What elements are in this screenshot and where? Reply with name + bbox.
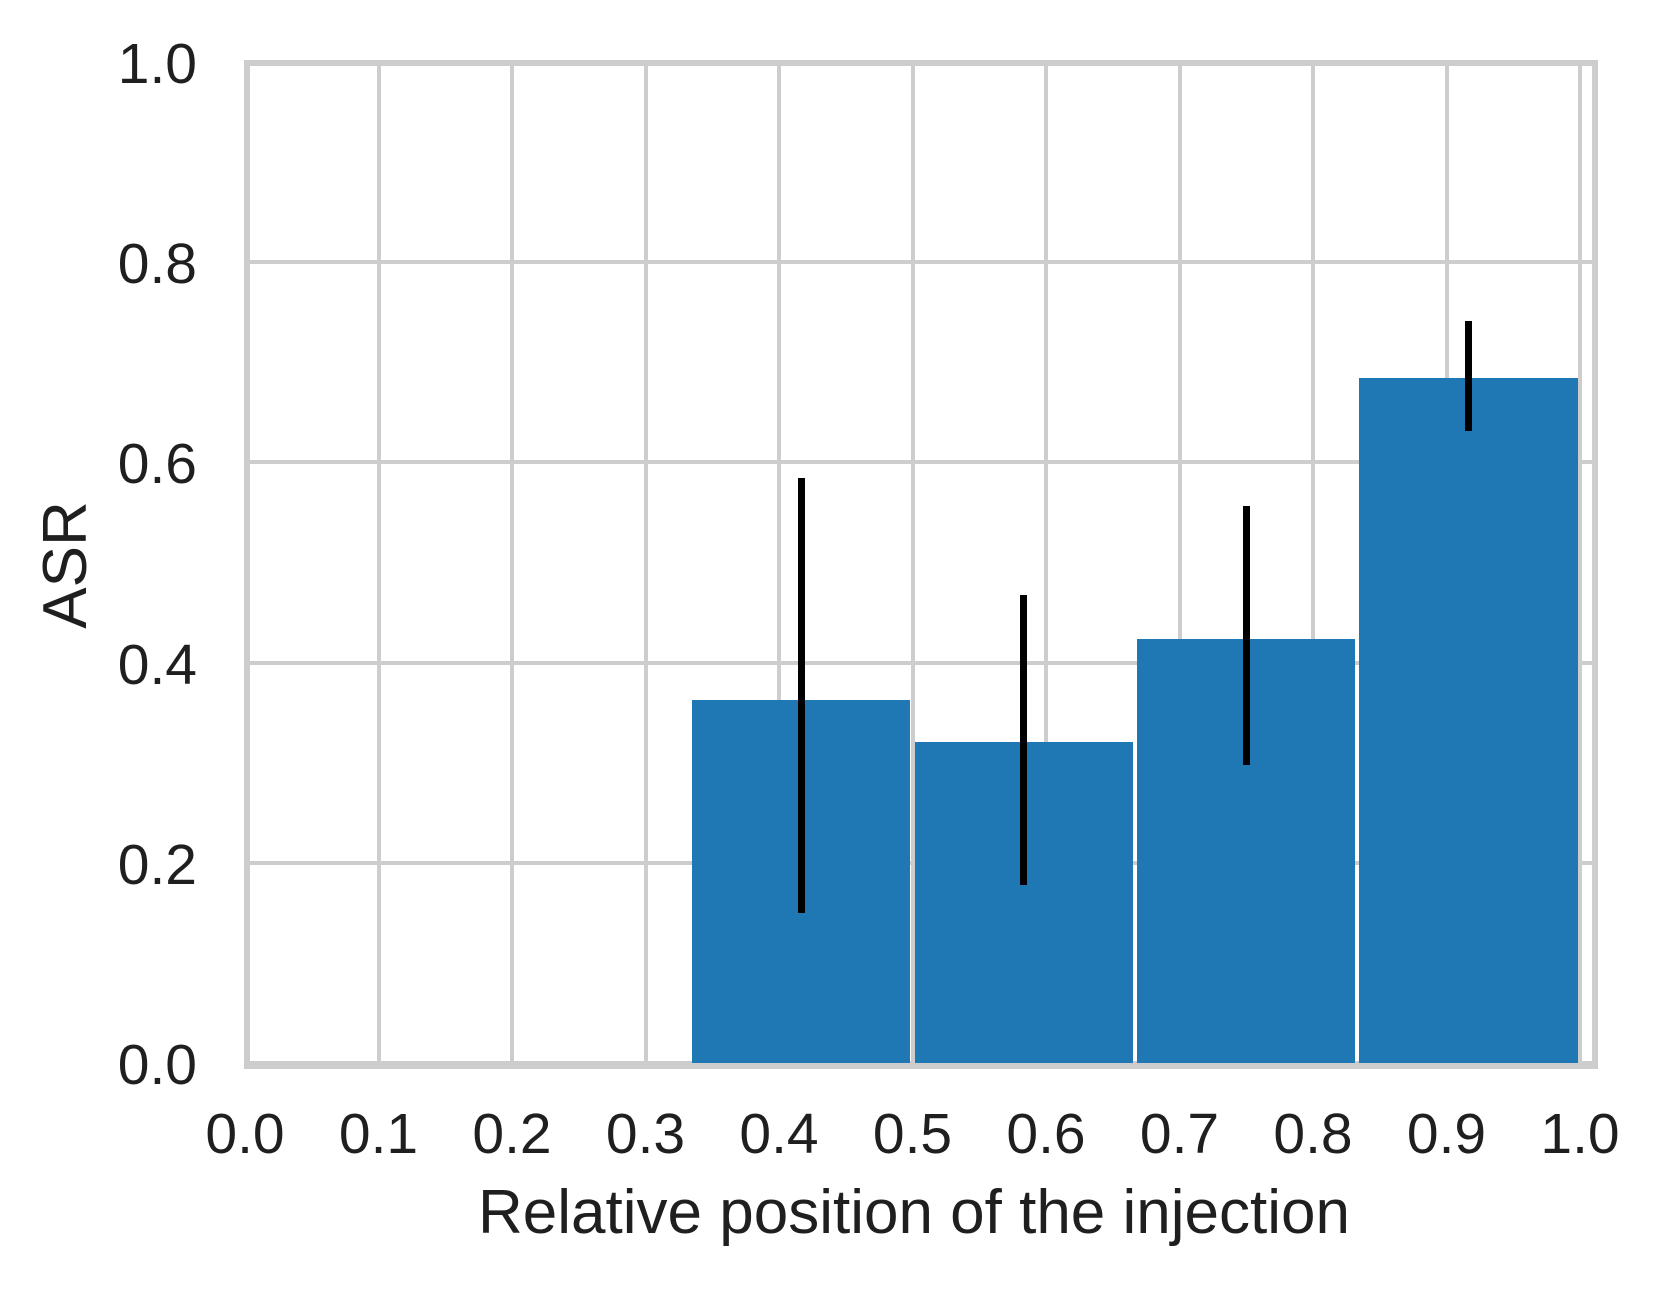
error-bar (1242, 506, 1250, 765)
x-gridline (777, 66, 781, 1063)
x-tick-label: 0.2 (472, 1102, 552, 1166)
x-tick-label: 0.0 (205, 1102, 285, 1166)
x-gridline (1311, 66, 1315, 1063)
x-tick-label: 0.1 (338, 1102, 419, 1166)
x-tick-label: 0.6 (1006, 1102, 1086, 1166)
y-tick-label: 0.6 (117, 432, 197, 497)
y-tick-label: 0.0 (117, 1033, 197, 1097)
y-tick-label: 1.0 (117, 32, 197, 96)
x-tick-label: 0.8 (1273, 1102, 1353, 1166)
y-tick-label: 0.2 (117, 832, 197, 897)
x-gridline (910, 66, 915, 1063)
x-tick-label: 0.5 (872, 1102, 953, 1166)
x-gridline (1044, 66, 1048, 1063)
bar (1359, 378, 1578, 1063)
x-gridline (1177, 66, 1182, 1063)
y-gridline (250, 460, 1592, 465)
error-bar (1465, 321, 1473, 432)
x-tick-label: 0.7 (1139, 1102, 1220, 1166)
x-gridline (643, 66, 648, 1063)
x-tick-label: 0.3 (605, 1102, 686, 1166)
x-gridline (244, 66, 247, 1063)
y-gridline (250, 260, 1592, 265)
x-axis-label: Relative position of the injection (478, 1178, 1350, 1247)
y-gridline (250, 660, 1592, 665)
x-tick-label: 1.0 (1540, 1102, 1620, 1166)
error-bar (797, 478, 805, 913)
x-gridline (1578, 66, 1582, 1063)
x-tick-label: 0.4 (739, 1102, 819, 1166)
y-axis-label: ASR (31, 501, 100, 629)
plot-area (244, 60, 1598, 1069)
y-gridline (250, 60, 1592, 64)
y-tick-label: 0.8 (117, 232, 197, 297)
x-gridline (510, 66, 514, 1063)
x-tick-label: 0.9 (1406, 1102, 1487, 1166)
y-tick-label: 0.4 (117, 632, 197, 697)
error-bar (1020, 594, 1028, 885)
x-gridline (376, 66, 381, 1063)
